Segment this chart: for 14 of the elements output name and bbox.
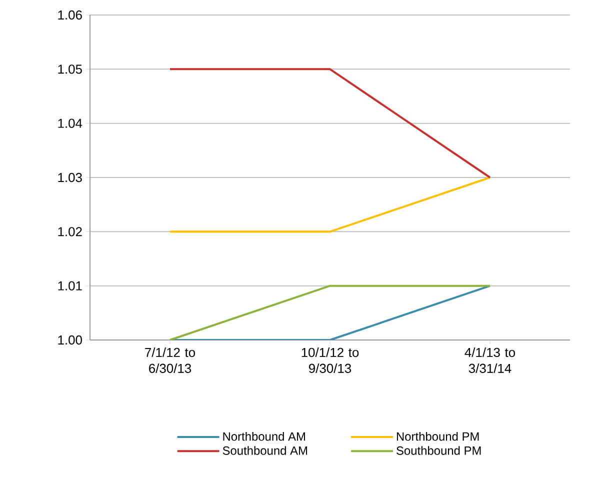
legend-label: Southbound AM (222, 446, 307, 455)
legend-label: Northbound AM (223, 432, 305, 441)
legend-label: Northbound PM (396, 432, 479, 441)
y-tick-label: 1.04 (58, 118, 82, 128)
y-tick-label: 1.05 (58, 64, 82, 74)
y-tick-label: 1.03 (58, 172, 82, 182)
y-tick-label: 1.00 (58, 335, 82, 345)
x-tick-label: 7/1/12 to 6/30/13 (145, 348, 196, 373)
y-tick-label: 1.01 (58, 281, 82, 290)
x-tick-label: 10/1/12 to 9/30/13 (302, 348, 359, 373)
y-tick-label: 1.06 (58, 10, 82, 20)
legend-label: Southbound PM (396, 446, 481, 455)
x-tick-label: 4/1/13 to 3/31/14 (464, 348, 516, 373)
y-tick-label: 1.02 (58, 227, 82, 236)
